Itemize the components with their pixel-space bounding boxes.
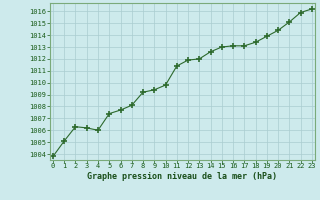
- X-axis label: Graphe pression niveau de la mer (hPa): Graphe pression niveau de la mer (hPa): [87, 172, 277, 181]
